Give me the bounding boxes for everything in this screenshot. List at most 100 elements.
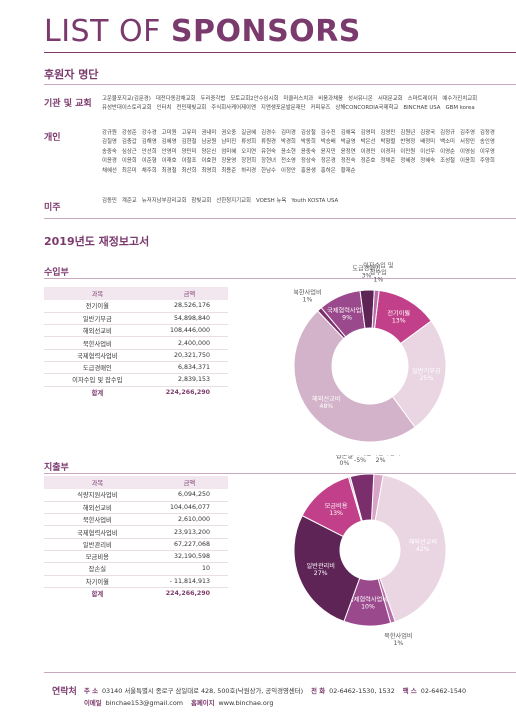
slice-label: 차기이월-5% bbox=[349, 455, 372, 464]
donor-name: 장현희 bbox=[241, 158, 257, 165]
donor-name: GBM korea bbox=[445, 105, 475, 112]
donor-name: 김광국 bbox=[420, 130, 436, 136]
row-item: 해외선교비 bbox=[44, 324, 151, 338]
donor-name: 이윤희 bbox=[460, 158, 475, 165]
donor-name: 길금혜 bbox=[241, 130, 257, 136]
donor-name: 비움과채움 bbox=[318, 96, 343, 102]
row-amount: 54,898,840 bbox=[150, 312, 228, 326]
donor-name: 윤중숙 bbox=[300, 148, 316, 155]
donor-name: 대전다동감채교회 bbox=[155, 96, 196, 102]
donor-name: 성서유니온 bbox=[348, 96, 373, 102]
table-row: 차기이월 - 11,814,913 bbox=[44, 575, 228, 588]
donor-name: 김주영 bbox=[460, 130, 475, 136]
donor-name: 권내미 bbox=[201, 130, 217, 136]
table-row: 북한사업비 2,610,000 bbox=[44, 513, 228, 527]
slice-label: 일반관리비 27% bbox=[306, 562, 334, 577]
income-pie-chart: 전기이월 13% 일반기부금 25% 해외선교비 48% 북한사업비 1% 국제협력사업비 9% 도… bbox=[293, 262, 447, 443]
donor-name: 강수경 bbox=[141, 130, 157, 136]
donor-name: 오지연 bbox=[241, 148, 257, 155]
donor-name: 이윤희 bbox=[121, 158, 137, 165]
donor-name: 김영민 bbox=[380, 130, 396, 136]
income-table: 과목 금액 전기이월 28,526,176 일반기부금 54,898,840 해외선교비 1… bbox=[44, 287, 228, 398]
row-item: 해외선교비 bbox=[44, 501, 151, 515]
row-amount: 10 bbox=[150, 562, 228, 576]
table-row: 잡손실 10 bbox=[44, 562, 228, 576]
contact-row-address: 주 소 03140 서울특별시 종로구 삼일대로 428, 500호(낙원상가, … bbox=[84, 686, 466, 695]
donor-name: 정혜숙 bbox=[420, 158, 436, 165]
donor-name: 엄미혜 bbox=[221, 148, 237, 155]
contact-heading: 연락처 bbox=[52, 687, 77, 697]
donor-name: 전소영 bbox=[281, 158, 296, 165]
slice-label: 잡손실 0% bbox=[336, 455, 353, 467]
donor-group-label: 개인 bbox=[44, 133, 61, 143]
finance-heading: 2019년도 재정보고서 bbox=[44, 235, 150, 248]
row-amount: 2,610,000 bbox=[150, 513, 228, 527]
donor-name: 선한청지기교회 bbox=[216, 198, 251, 204]
table-row: 국제협력사업비 20,321,750 bbox=[44, 349, 228, 362]
row-item: 국제협력사업비 bbox=[44, 525, 151, 539]
donor-name: 주식회사케어제이앤 bbox=[211, 105, 256, 112]
donor-name: 참빛교회 bbox=[191, 198, 212, 204]
donor-name: 남미진 bbox=[221, 139, 237, 146]
donor-name: 박동희 bbox=[300, 139, 316, 146]
row-amount: 20,321,750 bbox=[150, 349, 228, 362]
total-label: 합계 bbox=[91, 591, 104, 599]
donor-name: 송인영 bbox=[479, 139, 495, 146]
donor-name: 김해영 bbox=[141, 139, 157, 146]
table-row: 일반기부금 54,898,840 bbox=[44, 312, 228, 326]
row-amount: - 11,814,913 bbox=[150, 575, 228, 588]
contact-divider bbox=[44, 672, 516, 673]
donor-name: 최경철 bbox=[161, 167, 177, 174]
donor-name: 양민미 bbox=[181, 148, 197, 155]
phone-value: 02-6462-1530, 1532 bbox=[329, 687, 395, 695]
donor-name: 이윤경 bbox=[102, 158, 117, 165]
homepage-value[interactable]: www.binchae.org bbox=[218, 699, 274, 707]
email-key: 이메일 bbox=[84, 699, 102, 707]
expense-divider bbox=[44, 473, 516, 474]
donor-name: 김상철 bbox=[300, 130, 316, 136]
row-item: 차기이월 bbox=[44, 575, 151, 588]
row-item: 모금비용 bbox=[44, 550, 151, 564]
donor-name: 이효현 bbox=[201, 158, 217, 165]
donor-name: 홍윤생 bbox=[300, 167, 316, 174]
donor-name: 김미경 bbox=[281, 130, 296, 136]
donor-name: 장윤영 bbox=[221, 158, 237, 165]
donor-name: 최용준 bbox=[221, 167, 237, 174]
donor-name: 정은경 bbox=[320, 158, 336, 165]
total-row: 합계 224,266,290 bbox=[44, 386, 228, 398]
donor-name: 김혜영 bbox=[161, 139, 177, 146]
donor-name: 김정경 bbox=[479, 130, 495, 136]
row-item: 북한사업비 bbox=[44, 336, 151, 350]
row-item: 북한사업비 bbox=[44, 513, 151, 527]
row-amount: 104,046,077 bbox=[150, 501, 228, 515]
table-row: 해외선교비 108,446,000 bbox=[44, 324, 228, 338]
row-item: 이자수입 및 잡수입 bbox=[44, 373, 151, 387]
contact-row-web: 이메일 binchae153@gmail.com 홈페이지 www.binchae.o… bbox=[84, 698, 273, 707]
donor-name: 안영미 bbox=[161, 148, 177, 155]
table-row: 모금비용 32,190,598 bbox=[44, 550, 228, 564]
total-amount: 224,266,290 bbox=[165, 590, 210, 598]
page-title: LIST OF SPONSORS bbox=[44, 14, 361, 49]
donor-name: 김현철 bbox=[181, 139, 197, 146]
table-row: 북한사업비 2,400,000 bbox=[44, 336, 228, 350]
donor-name: 채주희 bbox=[141, 167, 157, 174]
row-item: 도급경매인 bbox=[44, 361, 151, 375]
donor-name: 지앤생포문발문재단 bbox=[260, 105, 306, 112]
slice-label: 일반기부금 25% bbox=[412, 367, 441, 382]
donor-name: 심상근 bbox=[121, 148, 137, 155]
row-amount: 28,526,176 bbox=[150, 300, 228, 313]
row-item: 전기이월 bbox=[44, 300, 151, 313]
donor-name: 남궁원 bbox=[201, 139, 217, 146]
donor-name: 김애옥 bbox=[340, 130, 356, 136]
col-amount: 금액 bbox=[150, 287, 228, 300]
fax-value: 02-6462-1540 bbox=[420, 687, 467, 695]
donor-name: 최산희 bbox=[181, 167, 197, 174]
donor-name: 박글영 bbox=[340, 139, 356, 146]
expense-table: 과목 금액 식량지원사업비 6,094,250 해외선교비 104,046,077 북한사… bbox=[44, 476, 228, 600]
email-value[interactable]: binchae153@gmail.com bbox=[105, 699, 183, 707]
col-item: 과목 bbox=[44, 476, 151, 489]
donor-name: 윤소현 bbox=[281, 148, 296, 155]
donor-name: 정상숙 bbox=[300, 158, 316, 165]
donors-heading: 후원자 명단 bbox=[44, 68, 99, 81]
donor-name: 서대문교회 bbox=[377, 96, 403, 102]
